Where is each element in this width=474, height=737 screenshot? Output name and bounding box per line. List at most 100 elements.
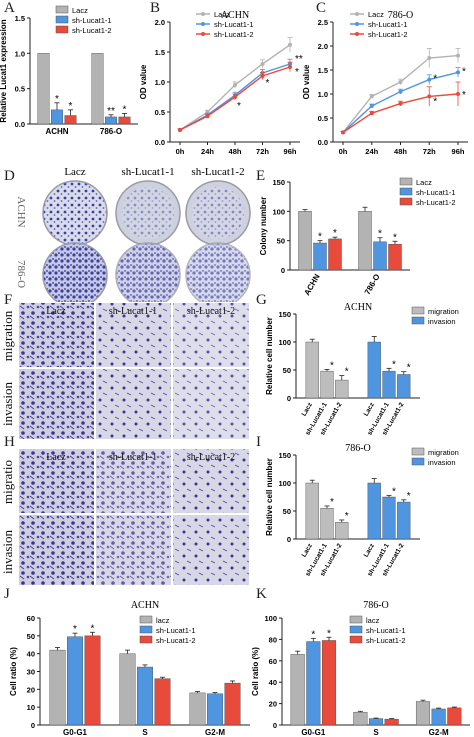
y-tick-label: 50 [283,507,291,516]
series-line [342,93,459,133]
legend-label: Lacz [72,6,88,15]
legend-swatch [349,625,363,634]
significance-marker: * [123,104,127,115]
legend-label: lacz [366,616,380,625]
x-tick-label: G0-G1 [301,728,326,737]
bar [321,640,337,726]
bar [388,243,402,271]
data-point [398,101,403,106]
colony-dish-achn-sh2-stain [192,187,244,239]
legend-swatch [55,15,69,24]
significance-marker: * [433,74,437,85]
bar [189,692,206,726]
y-axis-label: Colony number [259,197,268,256]
transwell-h-migration-sh1 [96,449,171,513]
legend-label: sh-Lucat1-1 [72,16,112,25]
y-axis-label: Relative Lucat1 expression [0,19,8,122]
x-tick-label: 0h [176,147,185,156]
chart-title: 786-O [363,600,389,611]
legend-label: Lacz [416,178,432,187]
significance-marker: * [318,232,322,243]
transwell-h-col-lacz: Lacz [46,452,66,463]
x-tick-label: 96h [284,147,297,156]
legend-swatch [349,635,363,644]
chart-b: 0.00.51.01.52.0OD valueACHNLaczsh-Lucat1… [139,10,303,156]
data-point [260,74,265,78]
chart-title: 786-O [345,443,371,454]
legend-label: lacz [156,616,170,625]
y-tick-label: 50 [277,237,285,246]
data-point [369,104,374,108]
bar [105,116,117,125]
y-tick-label: 0 [287,394,291,403]
significance-marker: * [462,66,466,77]
bar [137,666,153,726]
legend-label: invasion [428,458,456,467]
significance-marker: * [407,491,411,502]
bar [447,707,462,726]
legend-label: Lacz [214,10,230,19]
transwell-h-migration-lacz [19,449,94,513]
y-tick-label: 50 [283,366,291,375]
bar [415,701,431,726]
significance-marker: * [237,101,241,112]
x-tick-label: 48h [229,147,242,156]
legend-swatch [139,615,153,624]
data-point [260,62,265,66]
y-tick-label: 50 [27,632,35,641]
significance-marker: * [69,101,73,112]
y-tick-label: 0 [287,535,291,544]
significance-marker: * [266,78,270,89]
significance-marker: * [327,628,331,639]
panel-letter-k: K [256,586,267,602]
significance-marker: * [330,497,334,508]
y-tick-label: 100 [272,207,285,216]
bar [358,211,372,271]
y-tick-label: 1.5 [155,48,165,57]
legend-swatch [55,5,69,14]
legend-label: sh-Lucat1-2 [214,30,254,39]
y-tick-label: 1.5 [15,14,25,23]
y-tick-label: 150 [272,178,285,187]
y-axis-label: Cell ratio (%) [9,647,18,696]
y-tick-label: 0.5 [318,114,328,123]
bar [207,693,223,726]
panel-letter-e: E [256,168,265,184]
x-tick-label: 72h [423,147,436,156]
data-point [456,53,460,58]
legend-marker [355,32,359,36]
y-tick-label: 150 [278,310,291,319]
bar [313,242,327,271]
significance-marker: * [311,629,315,640]
data-point [205,114,210,119]
legend-label: sh-Lucat1-1 [416,188,456,197]
significance-marker: * [333,228,337,239]
bar [367,341,381,399]
bar [306,641,321,726]
x-tick-label: 786-O [100,127,122,136]
chart-c: 0.00.51.01.52.02.5OD value786-OLaczsh-Lu… [302,10,468,156]
transwell-h-migration-sh2 [173,449,249,513]
charts-layer: 0.0 0.5 1.0 1.5 Relative Lucat1 expression La… [0,5,470,737]
colony-row-label-786o: 786-O [15,260,27,288]
y-axis-label: OD value [302,64,311,99]
significance-marker: * [407,363,411,374]
x-tick-label: 786-O [363,273,382,297]
colony-col-label-sh1: sh-Lucat1-1 [121,166,174,178]
legend-swatch [411,316,425,325]
transwell-h-col-sh1: sh-Lucat1-1 [109,452,157,463]
data-point [369,111,374,116]
legend-marker [201,12,205,16]
significance-marker: * [345,367,349,378]
x-tick-label: ACHN [45,127,68,136]
bar [431,708,446,726]
chart-title: 786-O [388,10,414,21]
y-tick-label: 100 [278,338,291,347]
bar [305,341,319,399]
transwell-h-invasion-lacz [19,515,94,585]
x-tick-label: Lacz [301,542,315,559]
transwell-f-migration-lacz [19,303,94,367]
